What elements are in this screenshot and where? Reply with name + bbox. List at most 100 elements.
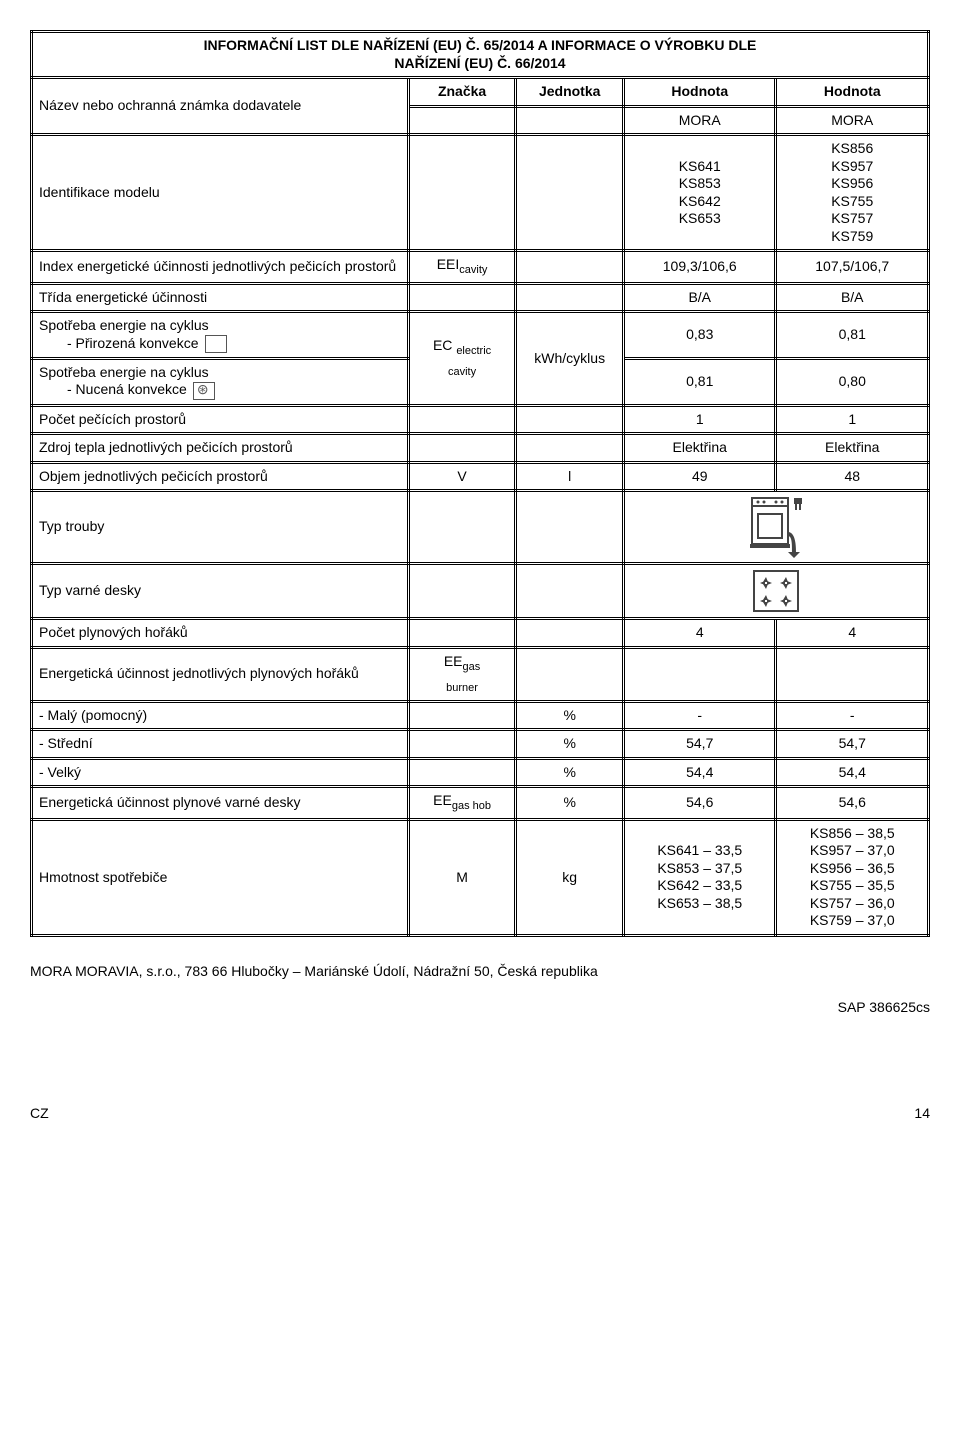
consumption-label-2: Spotřeba energie na cyklus bbox=[39, 364, 401, 382]
manufacturer-address: MORA MORAVIA, s.r.o., 783 66 Hlubočky – … bbox=[30, 963, 930, 979]
eegashob-value-1: 54,6 bbox=[624, 787, 776, 820]
burner-count-value-1: 4 bbox=[624, 619, 776, 648]
row-label-small-burner: - Malý (pomocný) bbox=[32, 701, 409, 730]
medium-burner-value-1: 54,7 bbox=[624, 730, 776, 759]
volume-value-2: 48 bbox=[776, 462, 929, 491]
col-header-jednotka: Jednotka bbox=[516, 78, 624, 107]
eegashob-sub: gas hob bbox=[452, 800, 491, 812]
empty-cell bbox=[776, 647, 929, 701]
symbol-eegashob: EEgas hob bbox=[408, 787, 516, 820]
ec-sub2: cavity bbox=[448, 366, 476, 378]
symbol-volume: V bbox=[408, 462, 516, 491]
row-label-supplier: Název nebo ochranná známka dodavatele bbox=[32, 78, 409, 135]
page-number: 14 bbox=[914, 1105, 930, 1121]
symbol-ec: EC electric cavity bbox=[408, 312, 516, 406]
natural-convection-label: - Přirozená konvekce bbox=[39, 335, 401, 353]
title-line-2: NAŘÍZENÍ (EU) Č. 66/2014 bbox=[394, 55, 565, 71]
col-header-znacka: Značka bbox=[408, 78, 516, 107]
unit-large-burner: % bbox=[516, 758, 624, 787]
eegas-base: EE bbox=[444, 653, 463, 669]
row-label-num-cavities: Počet pečících prostorů bbox=[32, 405, 409, 434]
eegashob-value-2: 54,6 bbox=[776, 787, 929, 820]
heat-source-value-1: Elektřina bbox=[624, 434, 776, 463]
empty-cell bbox=[516, 647, 624, 701]
page-language: CZ bbox=[30, 1105, 49, 1121]
model-ident-value-1: KS641 KS853 KS642 KS653 bbox=[624, 135, 776, 251]
ec-base: EC bbox=[433, 337, 452, 353]
empty-cell bbox=[408, 283, 516, 312]
empty-cell bbox=[516, 135, 624, 251]
row-label-eei: Index energetické účinnosti jednotlivých… bbox=[32, 251, 409, 284]
row-label-large-burner: - Velký bbox=[32, 758, 409, 787]
num-cavities-value-2: 1 bbox=[776, 405, 929, 434]
col-header-hodnota-2: Hodnota bbox=[776, 78, 929, 107]
supplier-value-2: MORA bbox=[776, 106, 929, 135]
empty-cell bbox=[408, 491, 516, 564]
symbol-mass: M bbox=[408, 819, 516, 935]
energy-class-value-2: B/A bbox=[776, 283, 929, 312]
unit-eegashob: % bbox=[516, 787, 624, 820]
empty-cell bbox=[408, 758, 516, 787]
empty-cell bbox=[516, 491, 624, 564]
empty-cell bbox=[516, 434, 624, 463]
natural-value-2: 0,81 bbox=[776, 312, 929, 359]
eei-value-2: 107,5/106,7 bbox=[776, 251, 929, 284]
title-line-1: INFORMAČNÍ LIST DLE NAŘÍZENÍ (EU) Č. 65/… bbox=[204, 37, 757, 53]
medium-burner-value-2: 54,7 bbox=[776, 730, 929, 759]
empty-cell bbox=[408, 135, 516, 251]
empty-cell bbox=[624, 647, 776, 701]
symbol-eei: EEIcavity bbox=[408, 251, 516, 284]
row-label-medium-burner: - Střední bbox=[32, 730, 409, 759]
forced-label-text: - Nucená konvekce bbox=[67, 381, 187, 397]
gas-hob-icon bbox=[752, 569, 800, 613]
mass-value-1: KS641 – 33,5 KS853 – 37,5 KS642 – 33,5 K… bbox=[624, 819, 776, 935]
empty-cell bbox=[408, 730, 516, 759]
natural-value-1: 0,83 bbox=[624, 312, 776, 359]
conventional-oven-icon bbox=[205, 335, 227, 353]
large-burner-value-1: 54,4 bbox=[624, 758, 776, 787]
eei-base: EEI bbox=[437, 256, 460, 272]
ec-sub1: electric bbox=[456, 345, 491, 357]
row-label-energy-class: Třída energetické účinnosti bbox=[32, 283, 409, 312]
heat-source-value-2: Elektřina bbox=[776, 434, 929, 463]
empty-cell bbox=[516, 564, 624, 619]
forced-value-1: 0,81 bbox=[624, 358, 776, 405]
symbol-eegas: EEgas burner bbox=[408, 647, 516, 701]
unit-volume: l bbox=[516, 462, 624, 491]
empty-cell bbox=[516, 251, 624, 284]
eei-sub: cavity bbox=[459, 264, 487, 276]
empty-cell bbox=[408, 701, 516, 730]
supplier-value-1: MORA bbox=[624, 106, 776, 135]
eegas-sub2: burner bbox=[446, 682, 478, 694]
small-burner-value-2: - bbox=[776, 701, 929, 730]
consumption-heading-natural: Spotřeba energie na cyklus - Přirozená k… bbox=[32, 312, 409, 359]
oven-type-icon-cell bbox=[624, 491, 929, 564]
row-label-hob-type: Typ varné desky bbox=[32, 564, 409, 619]
sap-code: SAP 386625cs bbox=[30, 999, 930, 1015]
hob-type-icon-cell bbox=[624, 564, 929, 619]
empty-cell bbox=[516, 106, 624, 135]
volume-value-1: 49 bbox=[624, 462, 776, 491]
row-label-model-ident: Identifikace modelu bbox=[32, 135, 409, 251]
empty-cell bbox=[408, 619, 516, 648]
row-label-eegashob: Energetická účinnost plynové varné desky bbox=[32, 787, 409, 820]
row-label-eegas: Energetická účinnost jednotlivých plynov… bbox=[32, 647, 409, 701]
row-label-mass: Hmotnost spotřebiče bbox=[32, 819, 409, 935]
large-burner-value-2: 54,4 bbox=[776, 758, 929, 787]
empty-cell bbox=[408, 564, 516, 619]
eei-value-1: 109,3/106,6 bbox=[624, 251, 776, 284]
row-label-oven-type: Typ trouby bbox=[32, 491, 409, 564]
unit-small-burner: % bbox=[516, 701, 624, 730]
row-label-volume: Objem jednotlivých pečicích prostorů bbox=[32, 462, 409, 491]
empty-cell bbox=[516, 619, 624, 648]
row-label-burner-count: Počet plynových hořáků bbox=[32, 619, 409, 648]
empty-cell bbox=[516, 283, 624, 312]
empty-cell bbox=[516, 405, 624, 434]
eegas-sub1: gas bbox=[463, 660, 481, 672]
freestanding-oven-icon bbox=[748, 496, 804, 558]
fan-oven-icon bbox=[193, 382, 215, 400]
unit-mass: kg bbox=[516, 819, 624, 935]
consumption-heading-forced: Spotřeba energie na cyklus - Nucená konv… bbox=[32, 358, 409, 405]
consumption-label: Spotřeba energie na cyklus bbox=[39, 317, 401, 335]
forced-convection-label: - Nucená konvekce bbox=[39, 381, 401, 399]
